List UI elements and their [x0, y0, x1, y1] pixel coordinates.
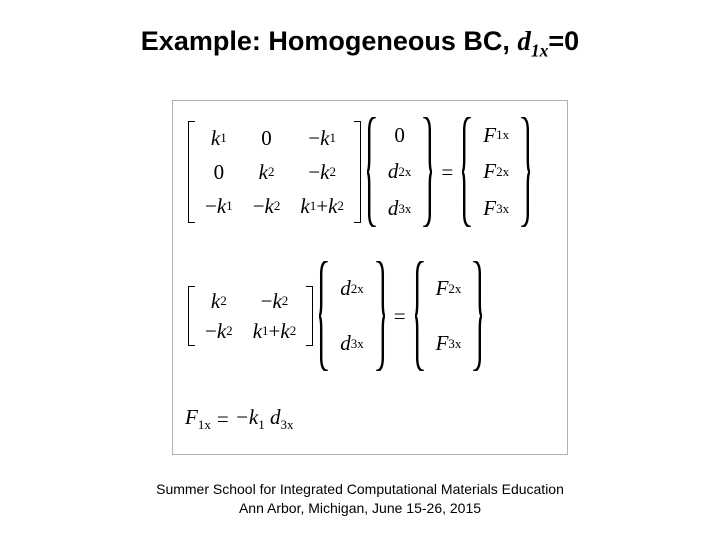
title-variable: d [517, 26, 531, 56]
equals-sign: = [441, 160, 453, 185]
vector-cell: F1x [483, 118, 509, 152]
vector-cell: F2x [483, 155, 509, 189]
eq1-F-vector: F1x F2x F3x [462, 117, 530, 227]
vector-cell: F2x [436, 274, 462, 304]
footer-line-2: Ann Arbor, Michigan, June 15-26, 2015 [0, 499, 720, 518]
matrix-cell: 0 [214, 155, 225, 189]
eq1-K-matrix: k10−k10k2−k2−k1−k2k1+k2 [188, 121, 361, 223]
matrix-cell: 0 [261, 121, 272, 155]
title-prefix: Example: Homogeneous BC, [141, 26, 518, 56]
eq2-d-vector: d2x d3x [319, 261, 385, 371]
vector-cell: d2x [388, 155, 412, 189]
vector-cell: 0 [394, 118, 405, 152]
equation-1: k10−k10k2−k2−k1−k2k1+k2 0d2xd3x = F1xF2x… [185, 117, 555, 227]
eq2-F-vector: F2x F3x [415, 261, 483, 371]
eq1-d-vector: 0 d2x d3x [367, 117, 433, 227]
vector-cell: d2x [340, 274, 364, 304]
equals-sign: = [394, 304, 406, 329]
vector-cell: d3x [388, 192, 412, 226]
matrix-cell: k2 [259, 155, 275, 189]
matrix-cell: −k2 [253, 189, 281, 223]
equals-sign: = [217, 407, 229, 432]
title-suffix: =0 [548, 26, 579, 56]
matrix-cell: −k1 [205, 189, 233, 223]
equation-2: k2−k2−k2k1+k2 d2xd3x = F2xF3x [185, 261, 555, 371]
vector-cell: F3x [483, 192, 509, 226]
equation-3: F1x = −k1 d3x [185, 405, 555, 433]
matrix-cell: k1 [211, 121, 227, 155]
vector-cell: d3x [340, 329, 364, 359]
eq2-K-matrix: k2−k2−k2k1+k2 [188, 286, 313, 346]
equation-box: k10−k10k2−k2−k1−k2k1+k2 0d2xd3x = F1xF2x… [172, 100, 568, 455]
matrix-cell: k1+k2 [253, 316, 297, 346]
slide-footer: Summer School for Integrated Computation… [0, 480, 720, 518]
title-subscript: 1x [531, 40, 549, 60]
matrix-cell: −k2 [205, 316, 233, 346]
matrix-cell: k2 [211, 286, 227, 316]
footer-line-1: Summer School for Integrated Computation… [0, 480, 720, 499]
matrix-cell: k1+k2 [300, 189, 344, 223]
eq3-rhs: −k1 d3x [235, 405, 294, 433]
matrix-cell: −k2 [308, 155, 336, 189]
eq3-lhs: F1x [185, 405, 211, 433]
slide-title: Example: Homogeneous BC, d1x=0 [0, 26, 720, 61]
matrix-cell: −k1 [308, 121, 336, 155]
matrix-cell: −k2 [261, 286, 289, 316]
vector-cell: F3x [436, 329, 462, 359]
